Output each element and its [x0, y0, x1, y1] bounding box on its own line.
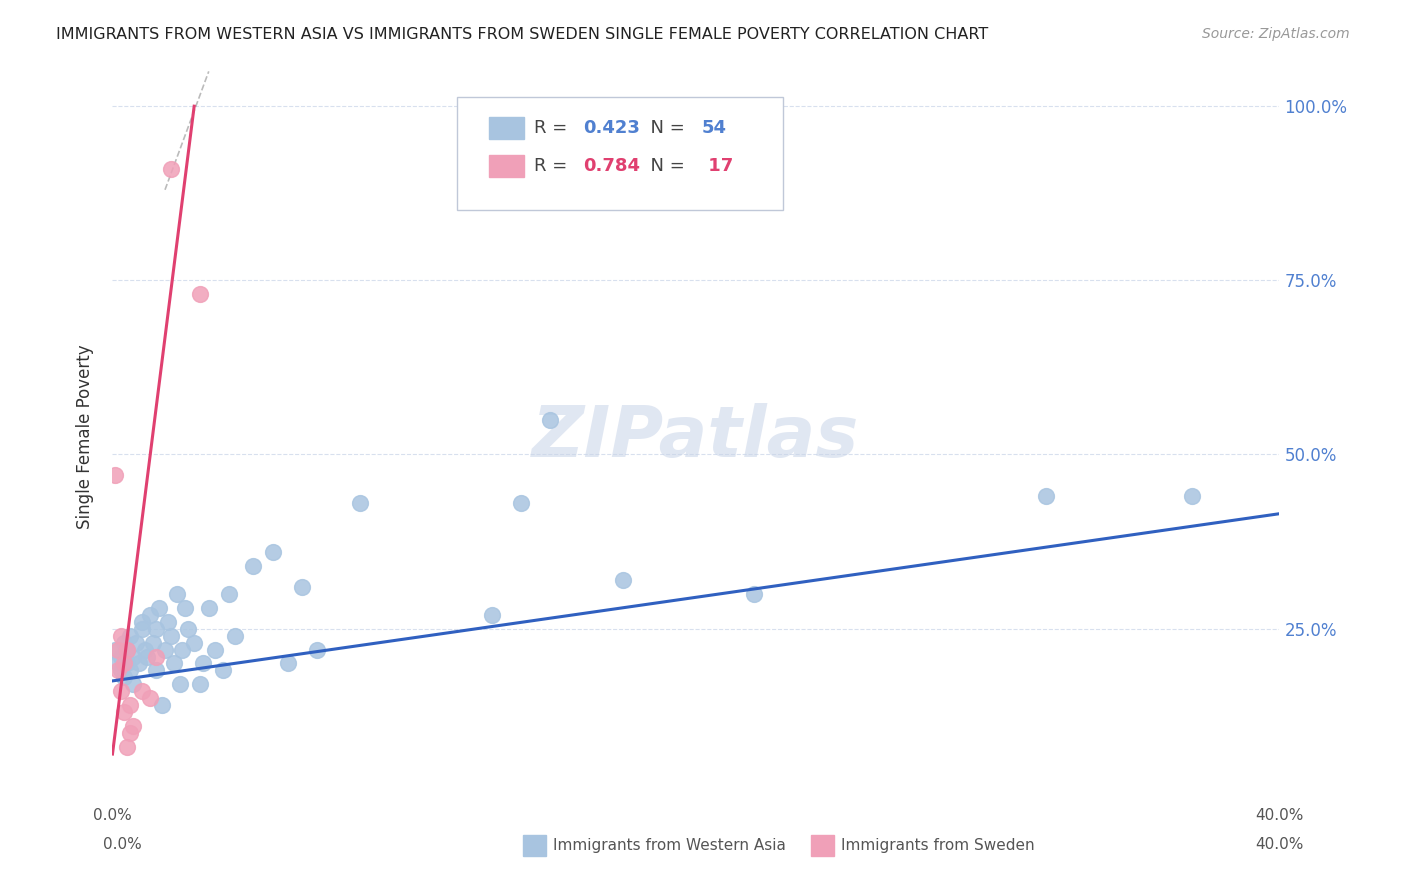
- Point: [538, 412, 561, 426]
- Point: [125, 635, 148, 649]
- Point: [131, 622, 153, 636]
- Point: [183, 635, 205, 649]
- Bar: [489, 155, 524, 178]
- Point: [145, 649, 167, 664]
- Text: Immigrants from Sweden: Immigrants from Sweden: [841, 838, 1035, 853]
- Point: [148, 600, 170, 615]
- Text: 0.423: 0.423: [582, 120, 640, 137]
- FancyBboxPatch shape: [457, 97, 783, 211]
- Point: [188, 287, 211, 301]
- Point: [1035, 489, 1057, 503]
- Text: IMMIGRANTS FROM WESTERN ASIA VS IMMIGRANTS FROM SWEDEN SINGLE FEMALE POVERTY COR: IMMIGRANTS FROM WESTERN ASIA VS IMMIGRAN…: [56, 27, 988, 42]
- Point: [169, 677, 191, 691]
- Text: 0.784: 0.784: [582, 158, 640, 176]
- Point: [242, 558, 264, 573]
- Text: 40.0%: 40.0%: [1256, 838, 1303, 852]
- Point: [110, 629, 132, 643]
- Text: 54: 54: [702, 120, 727, 137]
- Point: [188, 677, 211, 691]
- Point: [110, 684, 132, 698]
- Point: [166, 587, 188, 601]
- Point: [112, 670, 135, 684]
- Text: N =: N =: [638, 158, 690, 176]
- Y-axis label: Single Female Poverty: Single Female Poverty: [76, 345, 94, 529]
- Point: [107, 642, 129, 657]
- Text: N =: N =: [638, 120, 690, 137]
- Point: [110, 649, 132, 664]
- Point: [481, 607, 503, 622]
- Point: [742, 587, 765, 601]
- Point: [107, 657, 129, 671]
- Point: [112, 657, 135, 671]
- Point: [224, 629, 246, 643]
- Text: R =: R =: [534, 120, 572, 137]
- Point: [291, 580, 314, 594]
- Point: [104, 468, 127, 483]
- Point: [107, 664, 129, 678]
- Point: [191, 657, 214, 671]
- Point: [118, 629, 141, 643]
- Point: [142, 635, 165, 649]
- Point: [612, 573, 634, 587]
- Point: [172, 642, 194, 657]
- Point: [112, 635, 135, 649]
- Text: 0.0%: 0.0%: [103, 838, 142, 852]
- Point: [122, 649, 145, 664]
- Point: [153, 642, 176, 657]
- Point: [104, 642, 127, 657]
- Point: [115, 740, 138, 755]
- Point: [131, 615, 153, 629]
- Point: [177, 622, 200, 636]
- Point: [136, 649, 159, 664]
- Point: [131, 684, 153, 698]
- Point: [139, 691, 162, 706]
- Point: [115, 642, 138, 657]
- Point: [112, 705, 135, 719]
- Point: [262, 545, 284, 559]
- Point: [150, 698, 173, 713]
- Point: [118, 664, 141, 678]
- Point: [204, 642, 226, 657]
- Point: [156, 615, 179, 629]
- Point: [1181, 489, 1204, 503]
- Bar: [523, 835, 546, 856]
- Text: Immigrants from Western Asia: Immigrants from Western Asia: [553, 838, 786, 853]
- Point: [145, 664, 167, 678]
- Point: [160, 161, 183, 176]
- Point: [509, 496, 531, 510]
- Point: [163, 657, 186, 671]
- Point: [122, 719, 145, 733]
- Point: [174, 600, 197, 615]
- Point: [122, 677, 145, 691]
- Point: [145, 622, 167, 636]
- Point: [276, 657, 298, 671]
- Text: ZIPatlas: ZIPatlas: [533, 402, 859, 472]
- Point: [118, 698, 141, 713]
- Point: [118, 726, 141, 740]
- Point: [212, 664, 235, 678]
- Bar: [811, 835, 834, 856]
- Text: R =: R =: [534, 158, 572, 176]
- Text: 17: 17: [702, 158, 733, 176]
- Point: [305, 642, 328, 657]
- Point: [349, 496, 371, 510]
- Bar: [489, 118, 524, 139]
- Point: [128, 657, 150, 671]
- Point: [218, 587, 240, 601]
- Point: [197, 600, 219, 615]
- Text: Source: ZipAtlas.com: Source: ZipAtlas.com: [1202, 27, 1350, 41]
- Point: [110, 664, 132, 678]
- Point: [139, 607, 162, 622]
- Point: [134, 642, 156, 657]
- Point: [115, 642, 138, 657]
- Point: [115, 657, 138, 671]
- Point: [160, 629, 183, 643]
